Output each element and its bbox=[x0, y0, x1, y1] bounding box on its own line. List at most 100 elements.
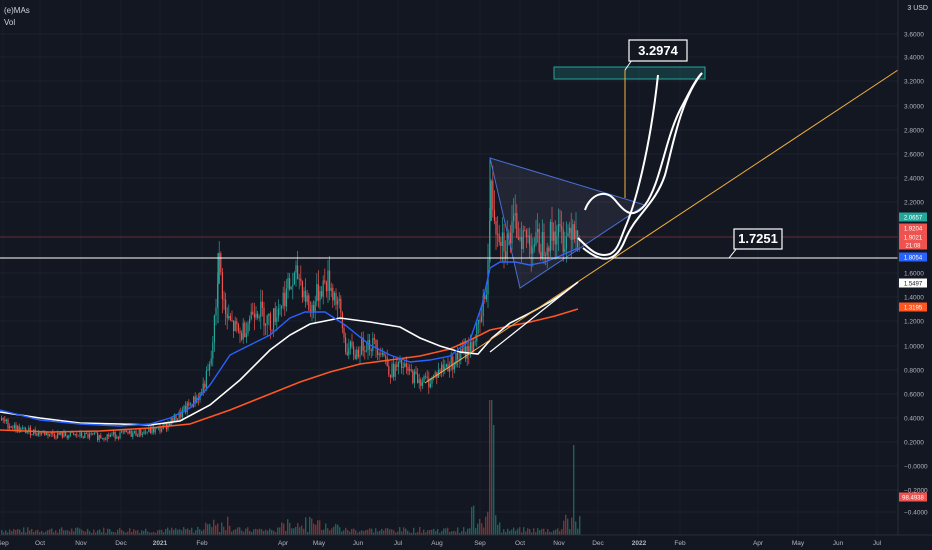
volume-bar bbox=[223, 526, 225, 535]
candle-body bbox=[45, 432, 47, 436]
volume-bar bbox=[101, 532, 103, 535]
candle-body bbox=[146, 431, 148, 433]
candle-body bbox=[228, 316, 230, 319]
candle-body bbox=[485, 294, 487, 300]
candle-body bbox=[13, 424, 15, 429]
volume-bar bbox=[43, 532, 45, 535]
candle-body bbox=[188, 402, 190, 406]
candle-body bbox=[548, 247, 550, 252]
volume-bar bbox=[147, 531, 149, 535]
candle-body bbox=[490, 180, 492, 221]
volume-bar bbox=[9, 529, 11, 535]
volume-bar bbox=[417, 531, 419, 535]
candle-body bbox=[207, 369, 209, 371]
candles bbox=[1, 159, 580, 443]
volume-bar bbox=[367, 529, 369, 535]
candle-body bbox=[236, 321, 238, 325]
volume-bar bbox=[137, 530, 139, 535]
candle-body bbox=[65, 432, 67, 436]
candle-body bbox=[57, 432, 59, 438]
volume-bar bbox=[297, 523, 299, 535]
candle-body bbox=[31, 434, 33, 436]
candle-body bbox=[100, 435, 102, 439]
volume-bar bbox=[355, 530, 357, 535]
candle-body bbox=[332, 287, 334, 301]
volume-bar bbox=[167, 527, 169, 535]
volume-bar bbox=[15, 530, 17, 535]
volume-legend[interactable]: Vol bbox=[4, 18, 16, 27]
candle-body bbox=[148, 427, 150, 432]
candle-body bbox=[241, 333, 243, 340]
volume-bar bbox=[547, 528, 549, 535]
candle-body bbox=[503, 232, 505, 252]
x-tick-label: Jun bbox=[833, 540, 844, 547]
candle-body bbox=[450, 356, 452, 366]
volume-bar bbox=[171, 527, 173, 535]
candle-body bbox=[7, 419, 9, 429]
candle-body bbox=[333, 292, 335, 301]
volume-bar bbox=[319, 520, 321, 535]
volume-bar bbox=[341, 531, 343, 535]
x-tick-label: Dec bbox=[115, 540, 127, 547]
projection-path-1 bbox=[577, 74, 659, 256]
volume-bar bbox=[243, 531, 245, 535]
volume-bar bbox=[433, 528, 435, 535]
indicator-legend[interactable]: (e)MAs bbox=[4, 6, 30, 15]
volume-bar bbox=[475, 528, 477, 535]
volume-bar bbox=[311, 518, 313, 535]
volume-bar bbox=[565, 514, 567, 535]
candle-body bbox=[505, 251, 507, 259]
candle-body bbox=[130, 430, 132, 437]
y-tick-label: 0.4000 bbox=[904, 416, 924, 423]
candle-body bbox=[321, 291, 323, 297]
x-tick-label: Aug bbox=[431, 540, 443, 547]
candle-body bbox=[261, 301, 263, 308]
price-tag-label: 1.3195 bbox=[904, 306, 923, 312]
candle-body bbox=[229, 316, 231, 320]
candle-body bbox=[338, 298, 340, 302]
candle-body bbox=[121, 431, 123, 433]
volume-bar bbox=[257, 529, 259, 535]
volume-bar bbox=[53, 532, 55, 535]
candle-body bbox=[493, 209, 495, 221]
candle-body bbox=[37, 431, 39, 436]
x-tick-label: Oct bbox=[35, 540, 45, 547]
candle-body bbox=[282, 292, 284, 306]
volume-bar bbox=[483, 527, 485, 535]
volume-bar bbox=[395, 532, 397, 535]
candle-body bbox=[201, 392, 203, 394]
volume-bar bbox=[465, 531, 467, 535]
candle-body bbox=[21, 428, 23, 429]
x-tick-label: Jun bbox=[353, 540, 364, 547]
candle-body bbox=[26, 431, 28, 433]
y-tick-label: 1.0000 bbox=[904, 344, 924, 351]
candle-body bbox=[242, 322, 244, 340]
candle-body bbox=[401, 358, 403, 369]
candle-body bbox=[533, 244, 535, 248]
volume-bar bbox=[313, 523, 315, 535]
volume-bar bbox=[563, 520, 565, 535]
candle-body bbox=[559, 224, 561, 227]
candle-body bbox=[346, 351, 348, 355]
candle-body bbox=[60, 432, 62, 435]
volume-bar bbox=[143, 530, 145, 535]
candle-body bbox=[169, 422, 171, 427]
volume-bar bbox=[195, 530, 197, 535]
volume-bar bbox=[519, 527, 521, 535]
candle-body bbox=[105, 439, 107, 441]
price-tag bbox=[899, 232, 927, 242]
volume-bar bbox=[41, 530, 43, 535]
candle-body bbox=[441, 364, 443, 373]
candle-body bbox=[359, 355, 361, 357]
volume-bar bbox=[133, 529, 135, 535]
volume-bar bbox=[19, 529, 21, 535]
candle-body bbox=[287, 278, 289, 289]
candle-body bbox=[175, 414, 177, 422]
candle-body bbox=[361, 337, 363, 356]
volume-bar bbox=[109, 529, 111, 535]
price-tag bbox=[899, 278, 927, 288]
volume-bar bbox=[539, 530, 541, 535]
volume-bar bbox=[11, 531, 13, 535]
